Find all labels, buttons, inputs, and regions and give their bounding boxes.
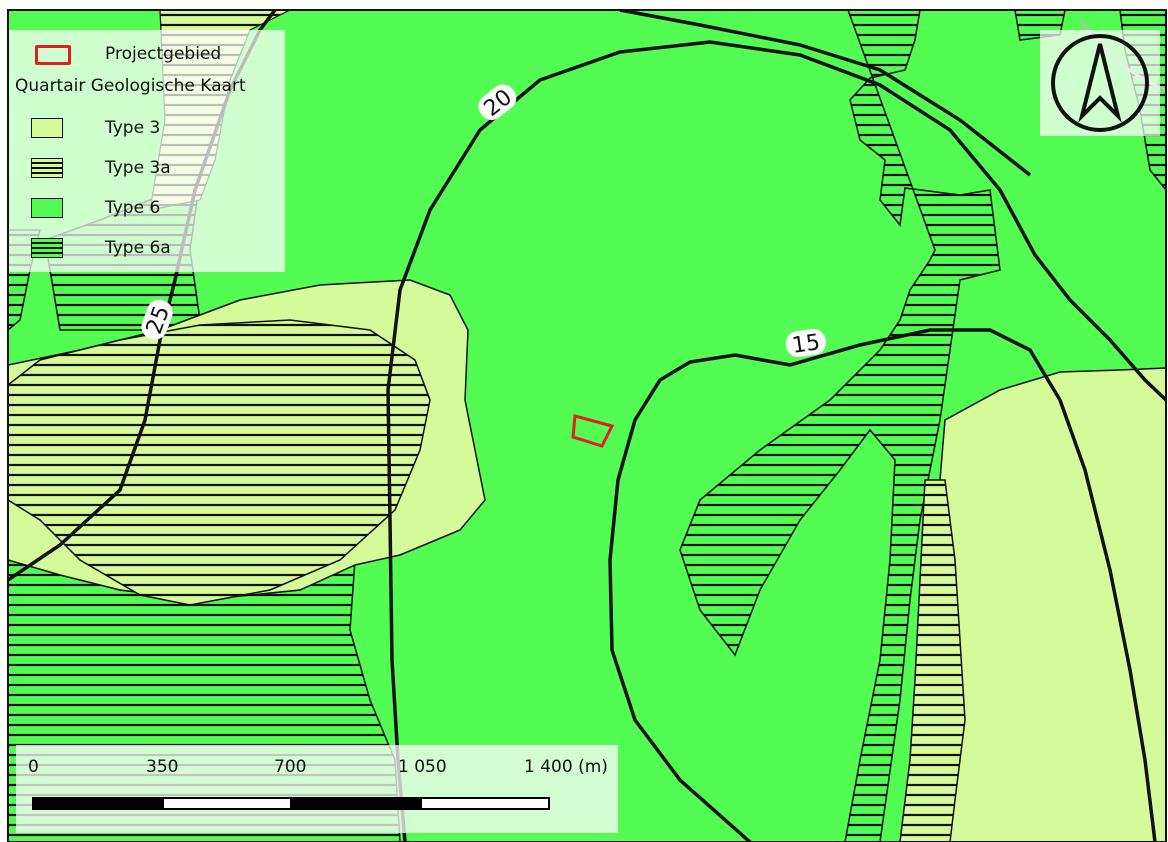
map-border — [7, 9, 1167, 842]
legend-label-type-6: Type 6 — [105, 198, 161, 218]
legend-label-type-3a: Type 3a — [105, 158, 171, 178]
north-arrow — [1040, 30, 1160, 136]
scale-segment-4 — [420, 797, 550, 810]
legend-label-type-6a: Type 6a — [105, 238, 171, 258]
scale-tick-350: 350 — [146, 757, 179, 777]
legend-label-project: Projectgebied — [105, 44, 222, 64]
legend-label-type-3: Type 3 — [105, 118, 161, 138]
scale-segment-2 — [162, 797, 292, 810]
project-area-outline[interactable] — [571, 414, 615, 448]
type-6-swatch — [31, 198, 63, 218]
project-swatch — [35, 45, 71, 65]
scale-segment-3 — [290, 797, 422, 810]
legend-item-type-6a: Type 6a — [9, 236, 285, 262]
area-type-3a-east — [899, 479, 966, 842]
legend-item-type-3: Type 3 — [9, 116, 285, 142]
contour-label-15: 15 — [785, 328, 826, 359]
area-type-6a-northeast — [679, 10, 1001, 842]
legend-title: Quartair Geologische Kaart — [15, 76, 246, 96]
type-3a-swatch — [31, 158, 63, 178]
area-type-3a-west — [8, 319, 431, 606]
legend-item-type-6: Type 6 — [9, 196, 285, 222]
scale-tick-1400: 1 400 (m) — [524, 757, 608, 777]
type-6a-swatch — [31, 238, 63, 258]
area-type-3-east — [939, 367, 1166, 842]
legend-item-type-3a: Type 3a — [9, 156, 285, 182]
svg-text:15: 15 — [790, 330, 821, 359]
north-arrow-icon — [1051, 34, 1149, 132]
scale-tick-1050: 1 050 — [398, 757, 447, 777]
scale-tick-0: 0 — [28, 757, 39, 777]
scale-tick-700: 700 — [274, 757, 307, 777]
scale-segment-1 — [32, 797, 164, 810]
legend-item-project: Projectgebied — [9, 42, 285, 68]
legend: Projectgebied Quartair Geologische Kaart… — [9, 30, 285, 272]
scale-bar: 0 350 700 1 050 1 400 (m) — [16, 745, 618, 833]
type-3-swatch — [31, 118, 63, 138]
